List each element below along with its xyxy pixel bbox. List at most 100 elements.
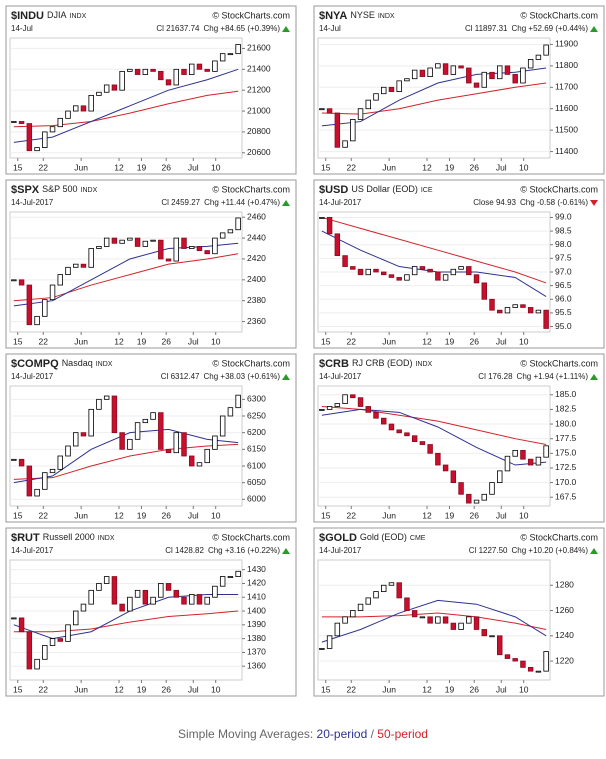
candle	[527, 458, 534, 466]
candle	[535, 456, 542, 466]
candle	[212, 435, 218, 450]
footer-separator: /	[371, 727, 375, 741]
x-tick-label: 15	[13, 336, 23, 346]
quote-line: Cl 21637.74 Chg +84.65 (+0.39%)	[156, 24, 280, 33]
candle	[319, 409, 325, 411]
candle	[42, 299, 48, 317]
candle	[11, 458, 17, 461]
candle	[34, 658, 40, 670]
candle	[411, 266, 418, 276]
source: © StockCharts.com	[520, 10, 598, 20]
candle	[357, 397, 364, 407]
x-tick-label: 22	[347, 162, 357, 172]
panel-heading: $NYA NYSE INDX	[319, 10, 395, 22]
symbol: $SPX	[11, 184, 40, 196]
candle	[458, 482, 464, 495]
footer-ma50: 50-period	[377, 727, 428, 741]
candle	[134, 422, 141, 440]
candle	[196, 63, 203, 70]
candle	[473, 499, 480, 504]
y-tick-label: 1380	[247, 633, 266, 643]
candle	[219, 415, 226, 437]
y-tick-label: 99.0	[555, 212, 572, 222]
candle	[357, 268, 364, 276]
candle	[142, 589, 149, 605]
close-quote: Cl 2459.27	[161, 198, 200, 207]
close-quote: Cl 1428.82	[165, 546, 204, 555]
candle	[142, 418, 149, 424]
candle	[458, 622, 464, 630]
date: 14-Jul	[11, 24, 33, 33]
candle	[204, 448, 210, 464]
x-tick-label: 26	[161, 684, 171, 694]
candle	[212, 237, 218, 255]
y-tick-label: 1280	[555, 580, 574, 590]
candle	[103, 237, 110, 247]
y-tick-label: 6050	[247, 477, 266, 487]
candle	[18, 458, 25, 467]
candle	[235, 570, 241, 577]
y-tick-label: 6250	[247, 410, 266, 420]
candle	[419, 266, 426, 270]
candle	[165, 583, 172, 591]
x-tick-label: 19	[137, 162, 147, 172]
symbol: $USD	[319, 184, 348, 196]
candle	[26, 465, 33, 497]
chart-panel: $RUT Russell 2000 INDX © StockCharts.com 14-…	[5, 527, 297, 697]
x-tick-label: 12	[422, 336, 432, 346]
candle	[520, 304, 526, 308]
date: 14-Jul-2017	[11, 546, 54, 555]
close-quote: Cl 1227.50	[469, 546, 508, 555]
y-tick-label: 21000	[247, 105, 271, 115]
candle	[181, 432, 187, 457]
candle	[73, 432, 79, 447]
candle	[80, 603, 87, 612]
change: Chg +11.44 (+0.47%)	[204, 198, 280, 207]
candle	[88, 94, 94, 112]
candle	[497, 635, 503, 656]
candle	[227, 229, 234, 234]
candle	[473, 616, 480, 630]
candle	[365, 406, 371, 413]
plot-area	[9, 211, 243, 333]
source: © StockCharts.com	[212, 358, 290, 368]
candle	[365, 597, 371, 605]
x-tick-label: 22	[39, 510, 49, 520]
x-tick-label: 22	[347, 510, 357, 520]
candle	[450, 268, 457, 276]
x-tick-label: 12	[114, 510, 124, 520]
candle	[134, 237, 141, 247]
candle	[227, 407, 234, 417]
candle	[219, 576, 226, 587]
candle	[442, 63, 449, 75]
source: © StockCharts.com	[212, 184, 290, 194]
candle	[103, 84, 110, 93]
y-tick-label: 1390	[247, 619, 266, 629]
exchange: INDX	[415, 361, 432, 368]
candle	[158, 583, 164, 598]
x-tick-label: 12	[114, 162, 124, 172]
candle	[466, 493, 472, 504]
candle	[442, 464, 449, 472]
chart-panel: $NYA NYSE INDX © StockCharts.com 14-Jul Cl 11…	[313, 5, 605, 175]
candle	[365, 268, 371, 276]
candle	[396, 277, 402, 281]
candle	[535, 54, 542, 60]
y-tick-label: 2420	[247, 253, 266, 263]
candle	[319, 217, 325, 219]
candle	[442, 274, 449, 281]
symbol: $COMPQ	[11, 358, 59, 370]
date: 14-Jul-2017	[319, 198, 362, 207]
y-tick-label: 2400	[247, 274, 266, 284]
candle	[334, 112, 341, 148]
moving-average	[13, 443, 239, 480]
candle	[357, 603, 364, 611]
candle	[411, 435, 418, 443]
candle	[319, 648, 325, 650]
y-tick-label: 95.0	[555, 321, 572, 331]
close-quote: Cl 21637.74	[156, 24, 200, 33]
candle	[489, 635, 495, 638]
source: © StockCharts.com	[212, 10, 290, 20]
candle	[396, 429, 402, 434]
candle	[26, 123, 33, 152]
